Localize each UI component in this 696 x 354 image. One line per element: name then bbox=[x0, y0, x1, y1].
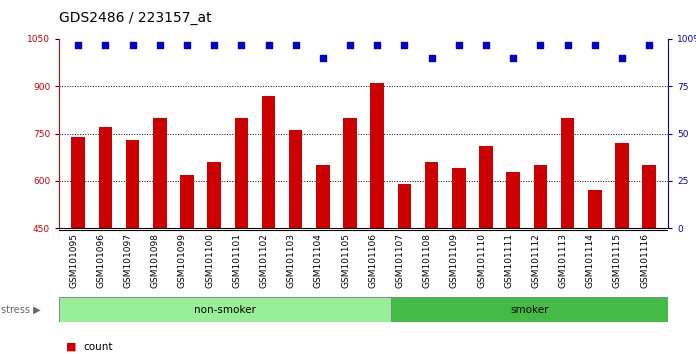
Point bbox=[155, 42, 166, 47]
Text: GSM101104: GSM101104 bbox=[314, 234, 323, 289]
Bar bbox=[180, 175, 193, 228]
Point bbox=[535, 42, 546, 47]
Bar bbox=[289, 131, 303, 228]
Point bbox=[209, 42, 220, 47]
Point bbox=[453, 42, 464, 47]
Bar bbox=[425, 162, 438, 228]
Point bbox=[507, 55, 519, 61]
Bar bbox=[59, 297, 391, 322]
Point bbox=[100, 42, 111, 47]
Bar bbox=[588, 190, 601, 228]
Bar bbox=[452, 169, 466, 228]
Bar bbox=[207, 162, 221, 228]
Text: count: count bbox=[84, 342, 113, 352]
Point bbox=[127, 42, 138, 47]
Point bbox=[372, 42, 383, 47]
Text: GSM101102: GSM101102 bbox=[260, 234, 269, 289]
Text: GSM101116: GSM101116 bbox=[640, 234, 649, 289]
Bar bbox=[561, 118, 574, 228]
Bar bbox=[99, 127, 112, 228]
Text: GSM101096: GSM101096 bbox=[96, 234, 105, 289]
Bar bbox=[126, 140, 139, 228]
Text: GSM101103: GSM101103 bbox=[287, 234, 296, 289]
Bar bbox=[316, 165, 330, 228]
Point bbox=[182, 42, 193, 47]
Text: GSM101098: GSM101098 bbox=[151, 234, 160, 289]
Text: stress ▶: stress ▶ bbox=[1, 305, 41, 315]
Point bbox=[317, 55, 329, 61]
Bar bbox=[262, 96, 276, 228]
Point bbox=[345, 42, 356, 47]
Text: GDS2486 / 223157_at: GDS2486 / 223157_at bbox=[59, 11, 212, 25]
Text: smoker: smoker bbox=[510, 305, 549, 315]
Text: GSM101108: GSM101108 bbox=[422, 234, 432, 289]
Bar bbox=[391, 297, 668, 322]
Text: GSM101109: GSM101109 bbox=[450, 234, 459, 289]
Point bbox=[290, 42, 301, 47]
Point bbox=[236, 42, 247, 47]
Bar bbox=[615, 143, 628, 228]
Text: GSM101095: GSM101095 bbox=[69, 234, 78, 289]
Text: GSM101113: GSM101113 bbox=[559, 234, 567, 289]
Text: GSM101099: GSM101099 bbox=[178, 234, 187, 289]
Text: GSM101107: GSM101107 bbox=[395, 234, 404, 289]
Bar bbox=[153, 118, 166, 228]
Point bbox=[72, 42, 84, 47]
Text: GSM101111: GSM101111 bbox=[504, 234, 513, 289]
Bar bbox=[507, 172, 520, 228]
Bar bbox=[72, 137, 85, 228]
Point bbox=[399, 42, 410, 47]
Point bbox=[562, 42, 573, 47]
Point bbox=[644, 42, 655, 47]
Bar bbox=[534, 165, 547, 228]
Bar bbox=[480, 146, 493, 228]
Text: GSM101105: GSM101105 bbox=[341, 234, 350, 289]
Text: GSM101110: GSM101110 bbox=[477, 234, 486, 289]
Point bbox=[617, 55, 628, 61]
Point bbox=[590, 42, 601, 47]
Bar bbox=[397, 184, 411, 228]
Bar bbox=[343, 118, 357, 228]
Text: GSM101115: GSM101115 bbox=[613, 234, 622, 289]
Point bbox=[426, 55, 437, 61]
Bar bbox=[642, 165, 656, 228]
Text: GSM101100: GSM101100 bbox=[205, 234, 214, 289]
Point bbox=[480, 42, 491, 47]
Text: GSM101114: GSM101114 bbox=[586, 234, 595, 289]
Text: GSM101101: GSM101101 bbox=[232, 234, 242, 289]
Text: GSM101112: GSM101112 bbox=[531, 234, 540, 289]
Text: non-smoker: non-smoker bbox=[194, 305, 256, 315]
Bar bbox=[370, 83, 384, 228]
Text: GSM101106: GSM101106 bbox=[368, 234, 377, 289]
Text: ■: ■ bbox=[66, 342, 77, 352]
Bar bbox=[235, 118, 248, 228]
Point bbox=[263, 42, 274, 47]
Text: GSM101097: GSM101097 bbox=[124, 234, 132, 289]
